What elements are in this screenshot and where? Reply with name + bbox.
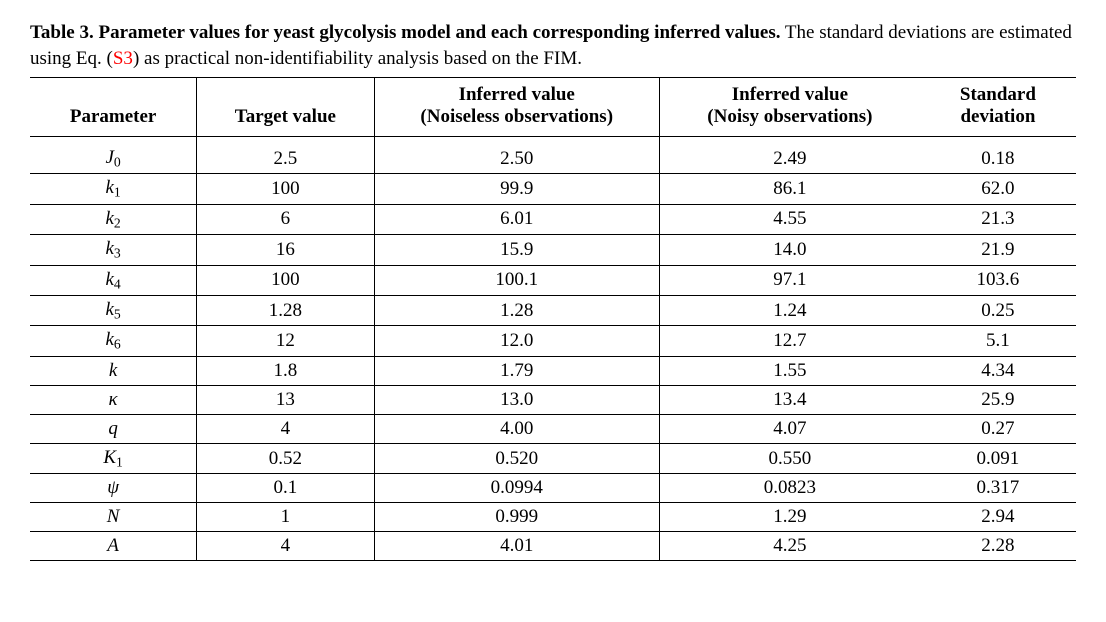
cell-std: 2.94 — [920, 503, 1076, 532]
cell-noiseless: 1.28 — [374, 296, 659, 326]
cell-noiseless: 100.1 — [374, 265, 659, 295]
cell-target: 0.1 — [197, 474, 374, 503]
cell-std: 0.317 — [920, 474, 1076, 503]
col-header-noiseless: Inferred value(Noiseless observations) — [374, 78, 659, 137]
table-row: k4100100.197.1103.6 — [30, 265, 1076, 295]
cell-noiseless: 99.9 — [374, 174, 659, 204]
table-row: k110099.986.162.0 — [30, 174, 1076, 204]
cell-noisy: 2.49 — [659, 136, 919, 173]
cell-target: 100 — [197, 174, 374, 204]
cell-target: 1 — [197, 503, 374, 532]
cell-parameter: k4 — [30, 265, 197, 295]
cell-noisy: 14.0 — [659, 235, 919, 265]
table-row: k61212.012.75.1 — [30, 326, 1076, 356]
cell-noiseless: 4.01 — [374, 532, 659, 561]
cell-noiseless: 1.79 — [374, 356, 659, 385]
cell-noisy: 4.25 — [659, 532, 919, 561]
col-header-std: Standarddeviation — [920, 78, 1076, 137]
col-header-parameter: Parameter — [30, 78, 197, 137]
cell-parameter: N — [30, 503, 197, 532]
cell-noisy: 13.4 — [659, 385, 919, 414]
cell-parameter: J0 — [30, 136, 197, 173]
table-row: k31615.914.021.9 — [30, 235, 1076, 265]
table-row: A44.014.252.28 — [30, 532, 1076, 561]
cell-noisy: 0.550 — [659, 443, 919, 473]
table-row: k266.014.5521.3 — [30, 204, 1076, 234]
cell-std: 0.18 — [920, 136, 1076, 173]
cell-target: 0.52 — [197, 443, 374, 473]
table-row: ψ0.10.09940.08230.317 — [30, 474, 1076, 503]
cell-parameter: K1 — [30, 443, 197, 473]
cell-parameter: k3 — [30, 235, 197, 265]
caption-title: Parameter values for yeast glycolysis mo… — [98, 22, 780, 43]
cell-noisy: 1.24 — [659, 296, 919, 326]
cell-noiseless: 0.0994 — [374, 474, 659, 503]
cell-std: 0.27 — [920, 414, 1076, 443]
cell-std: 5.1 — [920, 326, 1076, 356]
cell-std: 0.091 — [920, 443, 1076, 473]
cell-parameter: k5 — [30, 296, 197, 326]
cell-noiseless: 0.520 — [374, 443, 659, 473]
cell-parameter: k2 — [30, 204, 197, 234]
cell-std: 25.9 — [920, 385, 1076, 414]
cell-target: 2.5 — [197, 136, 374, 173]
cell-target: 13 — [197, 385, 374, 414]
cell-noisy: 97.1 — [659, 265, 919, 295]
cell-parameter: ψ — [30, 474, 197, 503]
table-caption: Table 3. Parameter values for yeast glyc… — [30, 20, 1076, 71]
cell-target: 12 — [197, 326, 374, 356]
table-row: κ1313.013.425.9 — [30, 385, 1076, 414]
cell-parameter: k1 — [30, 174, 197, 204]
cell-target: 4 — [197, 414, 374, 443]
cell-parameter: k6 — [30, 326, 197, 356]
table-row: k51.281.281.240.25 — [30, 296, 1076, 326]
col-header-target: Target value — [197, 78, 374, 137]
cell-parameter: k — [30, 356, 197, 385]
cell-noisy: 12.7 — [659, 326, 919, 356]
table-row: N10.9991.292.94 — [30, 503, 1076, 532]
caption-ref: S3 — [113, 48, 133, 69]
parameter-table: ParameterTarget valueInferred value(Nois… — [30, 77, 1076, 561]
cell-noisy: 1.29 — [659, 503, 919, 532]
cell-target: 1.28 — [197, 296, 374, 326]
table-row: k1.81.791.554.34 — [30, 356, 1076, 385]
cell-noiseless: 6.01 — [374, 204, 659, 234]
caption-label: Table 3. — [30, 22, 94, 43]
caption-sentence-post: ) as practical non-identifiability analy… — [133, 48, 582, 69]
cell-parameter: A — [30, 532, 197, 561]
cell-parameter: q — [30, 414, 197, 443]
cell-target: 16 — [197, 235, 374, 265]
cell-noiseless: 15.9 — [374, 235, 659, 265]
cell-std: 21.9 — [920, 235, 1076, 265]
cell-target: 6 — [197, 204, 374, 234]
cell-noisy: 4.55 — [659, 204, 919, 234]
cell-noiseless: 2.50 — [374, 136, 659, 173]
cell-noiseless: 13.0 — [374, 385, 659, 414]
cell-std: 21.3 — [920, 204, 1076, 234]
table-header-row: ParameterTarget valueInferred value(Nois… — [30, 78, 1076, 137]
cell-noisy: 4.07 — [659, 414, 919, 443]
table-row: J02.52.502.490.18 — [30, 136, 1076, 173]
cell-noiseless: 12.0 — [374, 326, 659, 356]
col-header-noisy: Inferred value(Noisy observations) — [659, 78, 919, 137]
table-row: q44.004.070.27 — [30, 414, 1076, 443]
cell-target: 1.8 — [197, 356, 374, 385]
cell-noisy: 0.0823 — [659, 474, 919, 503]
cell-std: 103.6 — [920, 265, 1076, 295]
cell-noisy: 86.1 — [659, 174, 919, 204]
cell-noiseless: 0.999 — [374, 503, 659, 532]
cell-noisy: 1.55 — [659, 356, 919, 385]
cell-target: 4 — [197, 532, 374, 561]
cell-std: 62.0 — [920, 174, 1076, 204]
cell-std: 4.34 — [920, 356, 1076, 385]
cell-noiseless: 4.00 — [374, 414, 659, 443]
cell-parameter: κ — [30, 385, 197, 414]
table-row: K10.520.5200.5500.091 — [30, 443, 1076, 473]
cell-std: 2.28 — [920, 532, 1076, 561]
cell-target: 100 — [197, 265, 374, 295]
cell-std: 0.25 — [920, 296, 1076, 326]
